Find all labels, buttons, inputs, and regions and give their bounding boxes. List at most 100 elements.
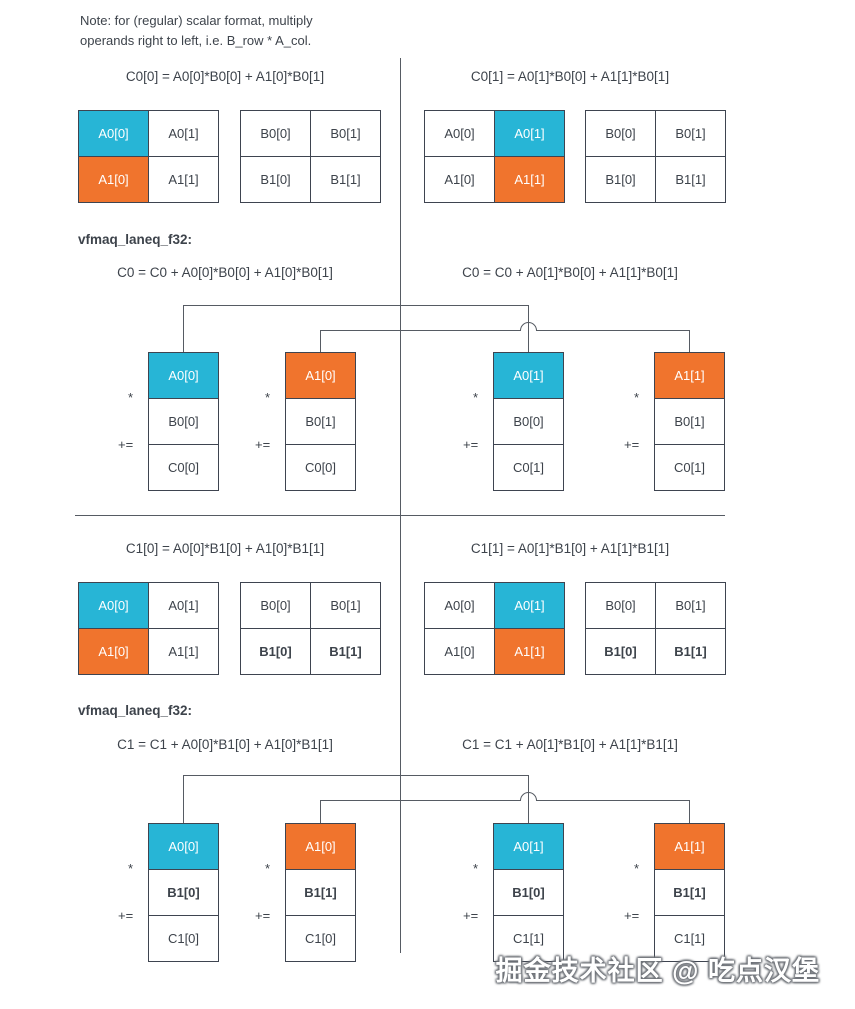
stack-cell-a: A1[0] [286, 353, 356, 399]
stack-cell-c: C0[0] [149, 445, 219, 491]
matrix-cell: B1[1] [656, 157, 726, 203]
matrix-cell: A0[0] [79, 111, 149, 157]
accumulate-operator: += [255, 908, 271, 923]
matrix-cell: A0[1] [495, 583, 565, 629]
matrix-cell: B1[0] [586, 157, 656, 203]
connector-bottom-outer [183, 775, 529, 823]
matrix-cell: B0[1] [311, 111, 381, 157]
matrix-cell: A1[1] [149, 157, 219, 203]
accumulate-operator: += [624, 437, 640, 452]
formula-c1-fma-left: C1 = C1 + A0[0]*B1[0] + A1[0]*B1[1] [117, 737, 333, 752]
matrix-cell: B0[1] [656, 111, 726, 157]
fma-stack: A1[0] B0[1] C0[0] [285, 352, 356, 491]
stack-cell-c: C1[0] [149, 916, 219, 962]
accumulate-operator: += [118, 908, 134, 923]
matrix-cell: A1[0] [79, 157, 149, 203]
matrix-b-bottom-right: B0[0] B0[1] B1[0] B1[1] [585, 582, 726, 675]
matrix-cell: A1[0] [425, 157, 495, 203]
mul-operator: * [473, 390, 479, 405]
accumulate-operator: += [463, 908, 479, 923]
matrix-a-bottom-right: A0[0] A0[1] A1[0] A1[1] [424, 582, 565, 675]
matrix-cell: A1[1] [495, 157, 565, 203]
matrix-cell: B1[0] [241, 157, 311, 203]
mul-operator: * [265, 861, 271, 876]
stack-cell-b: B1[1] [286, 870, 356, 916]
formula-c1-fma-right: C1 = C1 + A0[1]*B1[0] + A1[1]*B1[1] [462, 737, 678, 752]
matrix-cell: A0[0] [79, 583, 149, 629]
matrix-cell: A0[1] [149, 583, 219, 629]
stack-cell-c: C0[1] [655, 445, 725, 491]
stack-cell-a: A1[0] [286, 824, 356, 870]
matrix-cell: A1[0] [425, 629, 495, 675]
stack-cell-a: A1[1] [655, 353, 725, 399]
formula-c0-fma-right: C0 = C0 + A0[1]*B0[0] + A1[1]*B0[1] [462, 265, 678, 280]
mul-operator: * [634, 861, 640, 876]
mul-operator: * [265, 390, 271, 405]
matrix-cell: B0[0] [586, 583, 656, 629]
watermark: 掘金技术社区 @ 吃点汉堡 [495, 956, 820, 986]
matrix-cell: B1[0] [241, 629, 311, 675]
accumulate-operator: += [624, 908, 640, 923]
connector-top-inner-with-hop [320, 322, 690, 352]
stack-cell-c: C0[0] [286, 445, 356, 491]
matrix-cell: A0[1] [149, 111, 219, 157]
accumulate-operator: += [463, 437, 479, 452]
matrix-cell: B1[1] [656, 629, 726, 675]
mul-operator: * [473, 861, 479, 876]
fma-stack: A1[1] B0[1] C0[1] [654, 352, 725, 491]
fma-stack: A0[0] B1[0] C1[0] [148, 823, 219, 962]
mul-operator: * [128, 390, 134, 405]
matrix-cell: B1[1] [311, 629, 381, 675]
stack-cell-a: A0[1] [494, 353, 564, 399]
stack-cell-b: B1[0] [149, 870, 219, 916]
matrix-cell: A1[1] [495, 629, 565, 675]
matrix-a-top-left: A0[0] A0[1] A1[0] A1[1] [78, 110, 219, 203]
note-line-1: Note: for (regular) scalar format, multi… [80, 13, 313, 28]
stack-cell-c: C1[1] [494, 916, 564, 962]
matrix-cell: A0[0] [425, 111, 495, 157]
matrix-a-bottom-left: A0[0] A0[1] A1[0] A1[1] [78, 582, 219, 675]
connector-top-outer [183, 305, 529, 352]
fma-stack: A1[1] B1[1] C1[1] [654, 823, 725, 962]
stack-cell-b: B0[1] [655, 399, 725, 445]
matrix-b-top-left: B0[0] B0[1] B1[0] B1[1] [240, 110, 381, 203]
mul-operator: * [634, 390, 640, 405]
matrix-cell: A0[0] [425, 583, 495, 629]
stack-cell-c: C1[0] [286, 916, 356, 962]
matrix-b-bottom-left: B0[0] B0[1] B1[0] B1[1] [240, 582, 381, 675]
stack-cell-a: A1[1] [655, 824, 725, 870]
matrix-cell: B0[1] [656, 583, 726, 629]
matrix-cell: A1[0] [79, 629, 149, 675]
stack-cell-b: B0[0] [494, 399, 564, 445]
stack-cell-c: C0[1] [494, 445, 564, 491]
accumulate-operator: += [118, 437, 134, 452]
accumulate-operator: += [255, 437, 271, 452]
fma-stack: A0[0] B0[0] C0[0] [148, 352, 219, 491]
matrix-cell: B0[0] [586, 111, 656, 157]
formula-c0-1-scalar: C0[1] = A0[1]*B0[0] + A1[1]*B0[1] [470, 69, 670, 84]
matrix-cell: B1[1] [311, 157, 381, 203]
matrix-cell: B0[0] [241, 111, 311, 157]
formula-c0-0-scalar: C0[0] = A0[0]*B0[0] + A1[0]*B0[1] [125, 69, 325, 84]
matrix-cell: B0[1] [311, 583, 381, 629]
matrix-cell: B0[0] [241, 583, 311, 629]
matrix-cell: B1[0] [586, 629, 656, 675]
matrix-a-top-right: A0[0] A0[1] A1[0] A1[1] [424, 110, 565, 203]
stack-cell-a: A0[0] [149, 824, 219, 870]
stack-cell-a: A0[0] [149, 353, 219, 399]
matrix-cell: A1[1] [149, 629, 219, 675]
stack-cell-a: A0[1] [494, 824, 564, 870]
note: Note: for (regular) scalar format, multi… [80, 11, 313, 51]
stack-cell-b: B1[1] [655, 870, 725, 916]
stack-cell-c: C1[1] [655, 916, 725, 962]
intrinsic-label-bottom: vfmaq_laneq_f32: [78, 703, 193, 718]
matrix-b-top-right: B0[0] B0[1] B1[0] B1[1] [585, 110, 726, 203]
connector-bottom-inner-with-hop [320, 792, 690, 823]
stack-cell-b: B0[0] [149, 399, 219, 445]
intrinsic-label-top: vfmaq_laneq_f32: [78, 232, 193, 247]
fma-stack: A0[1] B1[0] C1[1] [493, 823, 564, 962]
stack-cell-b: B1[0] [494, 870, 564, 916]
matrix-cell: A0[1] [495, 111, 565, 157]
formula-c0-fma-left: C0 = C0 + A0[0]*B0[0] + A1[0]*B0[1] [117, 265, 333, 280]
